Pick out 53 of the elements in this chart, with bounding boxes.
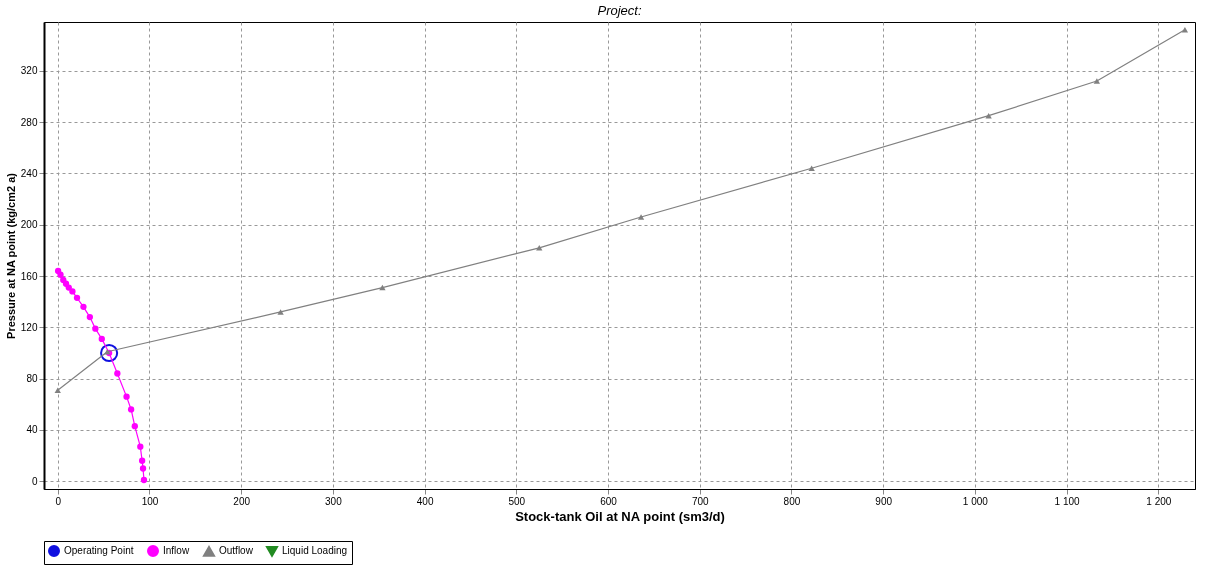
point: [80, 303, 87, 310]
legend-label: Liquid Loading: [282, 545, 348, 557]
point: [54, 387, 61, 393]
x-tick-label: 0: [55, 495, 62, 507]
point: [1093, 78, 1101, 84]
point: [379, 284, 386, 291]
y-tick-label: 120: [20, 321, 38, 333]
x-tick-label: 300: [325, 495, 343, 507]
x-tick-label: 700: [691, 495, 710, 507]
point: [140, 476, 148, 484]
y-tick-label: 160: [20, 270, 38, 282]
point: [73, 294, 81, 301]
y-tick-label: 40: [26, 424, 38, 436]
point: [100, 343, 119, 363]
legend-label: Operating Point: [64, 545, 134, 556]
point: [123, 393, 130, 400]
point: [127, 406, 135, 413]
y-tick-label: 320: [20, 65, 38, 77]
x-tick-label: 800: [783, 495, 801, 507]
point: [114, 370, 121, 377]
point: [69, 288, 76, 295]
x-tick-label: 200: [233, 495, 251, 507]
point: [98, 335, 105, 343]
legend-label: Outflow: [219, 545, 254, 557]
y-tick-label: 80: [26, 373, 38, 385]
y-tick-label: 240: [20, 167, 38, 179]
point: [65, 284, 72, 291]
point: [139, 465, 147, 472]
y-tick-label: 0: [31, 475, 38, 487]
x-tick-label: 1 000: [962, 495, 989, 507]
point: [131, 422, 138, 430]
x-tick-label: 600: [600, 495, 618, 507]
point: [137, 443, 144, 450]
point: [277, 309, 284, 315]
x-tick-label: 1 100: [1054, 495, 1081, 507]
y-tick-label: 200: [20, 219, 38, 231]
x-tick-label: 500: [508, 495, 526, 507]
point: [637, 214, 645, 220]
x-tick-label: 900: [875, 495, 893, 507]
point: [808, 165, 815, 171]
y-axis-title: Pressure at NA point (kg/cm2 a): [4, 172, 17, 339]
y-tick-label: 280: [20, 116, 38, 128]
point: [138, 457, 146, 464]
point: [92, 325, 99, 332]
x-tick-label: 1 200: [1146, 495, 1172, 507]
point: [57, 271, 64, 278]
legend-label: Inflow: [163, 545, 190, 556]
point: [86, 313, 94, 321]
point: [536, 245, 543, 251]
chart-title: Project:: [597, 3, 642, 18]
x-tick-label: 400: [416, 495, 434, 507]
x-axis-title: Stock-tank Oil at NA point (sm3/d): [515, 508, 725, 524]
x-tick-label: 100: [141, 495, 159, 507]
